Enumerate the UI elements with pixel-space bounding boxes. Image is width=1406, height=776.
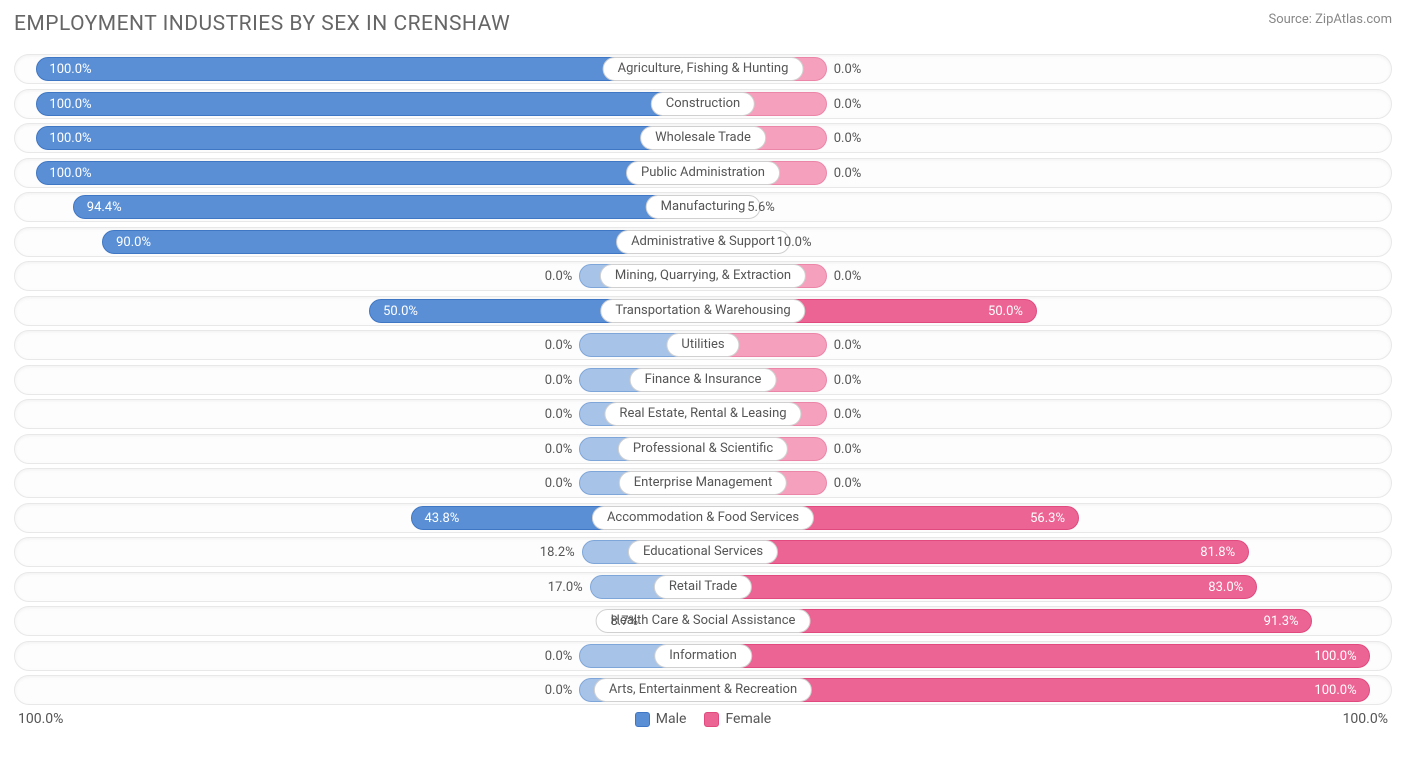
chart-row: 0.0% 100.0% Information bbox=[14, 641, 1392, 671]
female-pct-label: 0.0% bbox=[834, 400, 862, 430]
chart-footer: 100.0% Male Female 100.0% bbox=[14, 711, 1392, 727]
category-label: Mining, Quarrying, & Extraction bbox=[600, 264, 806, 288]
chart-rows: 100.0% 0.0% Agriculture, Fishing & Hunting… bbox=[14, 54, 1392, 705]
male-pct-label: 100.0% bbox=[49, 159, 91, 189]
bar-female bbox=[703, 575, 1257, 599]
chart-row: 100.0% 0.0% Agriculture, Fishing & Hunting bbox=[14, 54, 1392, 84]
category-label: Enterprise Management bbox=[619, 471, 787, 495]
chart-row: 17.0% 83.0% Retail Trade bbox=[14, 572, 1392, 602]
category-label: Information bbox=[654, 644, 752, 668]
bar-male bbox=[36, 161, 703, 185]
female-pct-label: 0.0% bbox=[834, 469, 862, 499]
female-pct-label: 0.0% bbox=[834, 262, 862, 292]
male-pct-label: 0.0% bbox=[545, 331, 573, 361]
chart-row: 100.0% 0.0% Public Administration bbox=[14, 158, 1392, 188]
category-label: Agriculture, Fishing & Hunting bbox=[603, 57, 804, 81]
female-pct-label: 10.0% bbox=[777, 228, 812, 258]
category-label: Public Administration bbox=[626, 161, 780, 185]
male-pct-label: 94.4% bbox=[87, 193, 122, 223]
chart-source: Source: ZipAtlas.com bbox=[1268, 12, 1392, 27]
male-pct-label: 100.0% bbox=[49, 55, 91, 85]
chart-header: EMPLOYMENT INDUSTRIES BY SEX IN CRENSHAW… bbox=[14, 12, 1392, 36]
legend-male: Male bbox=[635, 711, 687, 727]
category-label: Wholesale Trade bbox=[640, 126, 766, 150]
legend-female-label: Female bbox=[725, 711, 771, 727]
female-pct-label: 100.0% bbox=[1314, 676, 1356, 706]
legend-male-label: Male bbox=[656, 711, 687, 727]
bar-male bbox=[36, 92, 703, 116]
female-pct-label: 5.6% bbox=[747, 193, 775, 223]
female-pct-label: 0.0% bbox=[834, 159, 862, 189]
chart-row: 0.0% 0.0% Professional & Scientific bbox=[14, 434, 1392, 464]
bar-male bbox=[73, 195, 703, 219]
male-pct-label: 0.0% bbox=[545, 400, 573, 430]
female-pct-label: 0.0% bbox=[834, 90, 862, 120]
female-pct-label: 91.3% bbox=[1264, 607, 1299, 637]
category-label: Professional & Scientific bbox=[618, 437, 788, 461]
category-label: Educational Services bbox=[628, 540, 778, 564]
chart-row: 0.0% 0.0% Mining, Quarrying, & Extraction bbox=[14, 261, 1392, 291]
legend-female-swatch bbox=[704, 712, 719, 727]
male-pct-label: 0.0% bbox=[545, 262, 573, 292]
female-pct-label: 0.0% bbox=[834, 331, 862, 361]
legend: Male Female bbox=[635, 711, 771, 727]
chart-row: 18.2% 81.8% Educational Services bbox=[14, 537, 1392, 567]
male-pct-label: 100.0% bbox=[49, 90, 91, 120]
axis-right-label: 100.0% bbox=[1343, 711, 1388, 727]
female-pct-label: 100.0% bbox=[1314, 642, 1356, 672]
male-pct-label: 0.0% bbox=[545, 642, 573, 672]
male-pct-label: 17.0% bbox=[548, 573, 583, 603]
chart-row: 0.0% 0.0% Utilities bbox=[14, 330, 1392, 360]
category-label: Accommodation & Food Services bbox=[592, 506, 814, 530]
chart-row: 0.0% 0.0% Finance & Insurance bbox=[14, 365, 1392, 395]
category-label: Utilities bbox=[666, 333, 739, 357]
male-pct-label: 0.0% bbox=[545, 676, 573, 706]
male-pct-label: 0.0% bbox=[545, 469, 573, 499]
female-pct-label: 0.0% bbox=[834, 55, 862, 85]
female-pct-label: 81.8% bbox=[1200, 538, 1235, 568]
male-pct-label: 90.0% bbox=[116, 228, 151, 258]
chart-row: 94.4% 5.6%Manufacturing bbox=[14, 192, 1392, 222]
bar-male bbox=[102, 230, 703, 254]
female-pct-label: 0.0% bbox=[834, 124, 862, 154]
category-label: Finance & Insurance bbox=[630, 368, 777, 392]
female-pct-label: 83.0% bbox=[1208, 573, 1243, 603]
category-label: Real Estate, Rental & Leasing bbox=[604, 402, 801, 426]
male-pct-label: 43.8% bbox=[424, 504, 459, 534]
category-label: Manufacturing bbox=[646, 195, 761, 219]
male-pct-label: 50.0% bbox=[383, 297, 418, 327]
legend-male-swatch bbox=[635, 712, 650, 727]
male-pct-label: 8.7% bbox=[611, 607, 639, 637]
chart-row: 100.0% 0.0% Construction bbox=[14, 89, 1392, 119]
chart-row: 0.0% 0.0% Enterprise Management bbox=[14, 468, 1392, 498]
category-label: Administrative & Support bbox=[616, 230, 790, 254]
chart-row: 50.0% 50.0% Transportation & Warehousing bbox=[14, 296, 1392, 326]
chart-row: 43.8% 56.3% Accommodation & Food Services bbox=[14, 503, 1392, 533]
male-pct-label: 18.2% bbox=[540, 538, 575, 568]
chart-row: 90.0% 10.0%Administrative & Support bbox=[14, 227, 1392, 257]
bar-female bbox=[703, 540, 1249, 564]
chart-row: 0.0% 0.0% Real Estate, Rental & Leasing bbox=[14, 399, 1392, 429]
male-pct-label: 0.0% bbox=[545, 366, 573, 396]
female-pct-label: 50.0% bbox=[988, 297, 1023, 327]
chart-row: 100.0% 0.0% Wholesale Trade bbox=[14, 123, 1392, 153]
category-label: Arts, Entertainment & Recreation bbox=[594, 678, 812, 702]
category-label: Retail Trade bbox=[654, 575, 752, 599]
category-label: Transportation & Warehousing bbox=[600, 299, 805, 323]
female-pct-label: 0.0% bbox=[834, 435, 862, 465]
chart-row: 8.7%91.3%Health Care & Social Assistance bbox=[14, 606, 1392, 636]
female-pct-label: 56.3% bbox=[1030, 504, 1065, 534]
axis-left-label: 100.0% bbox=[18, 711, 63, 727]
category-label: Construction bbox=[651, 92, 755, 116]
bar-female bbox=[703, 644, 1370, 668]
chart-row: 0.0% 100.0% Arts, Entertainment & Recreati… bbox=[14, 675, 1392, 705]
male-pct-label: 100.0% bbox=[49, 124, 91, 154]
legend-female: Female bbox=[704, 711, 771, 727]
chart-title: EMPLOYMENT INDUSTRIES BY SEX IN CRENSHAW bbox=[14, 12, 510, 36]
female-pct-label: 0.0% bbox=[834, 366, 862, 396]
bar-male bbox=[36, 126, 703, 150]
male-pct-label: 0.0% bbox=[545, 435, 573, 465]
